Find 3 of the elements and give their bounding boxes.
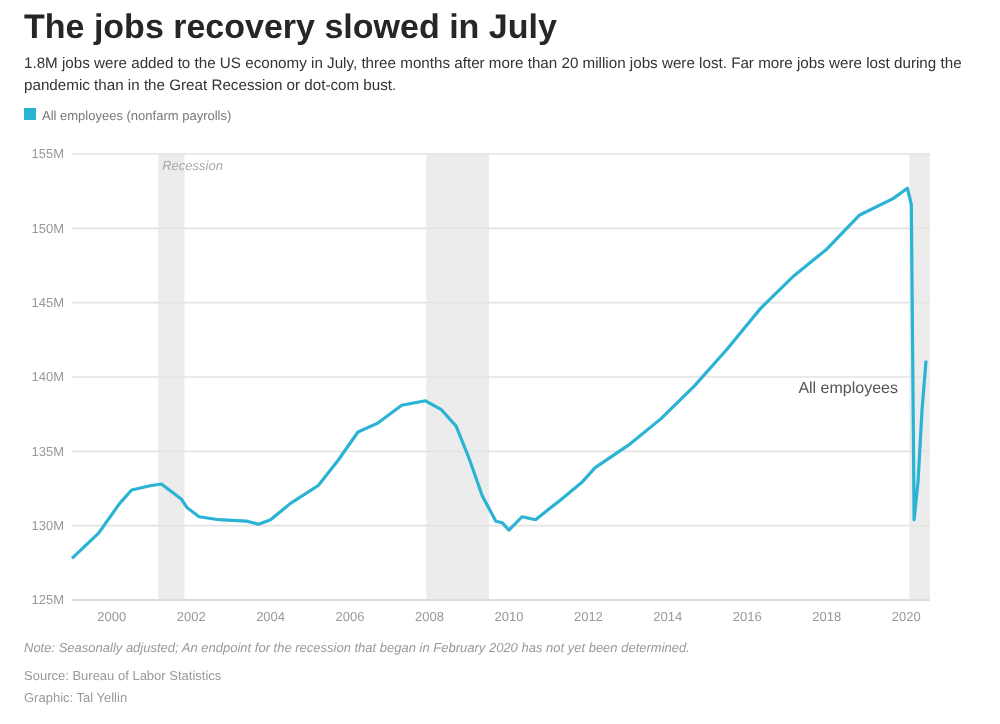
line-series: [70, 186, 928, 560]
annotation: All employees: [798, 378, 899, 397]
chart-title: The jobs recovery slowed in July: [24, 8, 558, 46]
